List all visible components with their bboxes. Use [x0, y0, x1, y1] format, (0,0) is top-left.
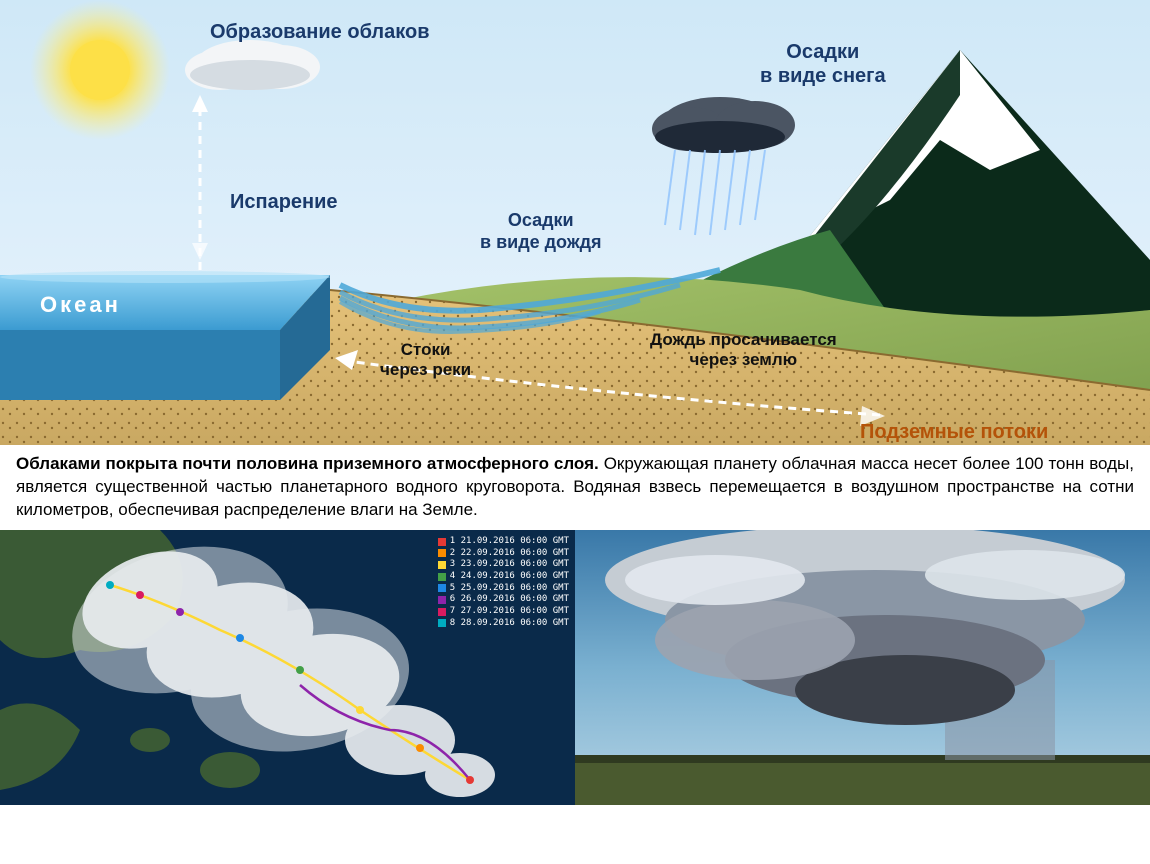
label-river-runoff: Стоки через реки — [380, 340, 471, 381]
body-paragraph: Облаками покрыта почти половина приземно… — [0, 445, 1150, 530]
label-rain-precip: Осадки в виде дождя — [480, 210, 602, 253]
label-ocean: Океан — [40, 292, 121, 318]
water-cycle-diagram: Образование облаков Осадки в виде снега … — [0, 0, 1150, 445]
label-groundwater: Подземные потоки — [860, 420, 1048, 444]
label-cloud-formation: Образование облаков — [210, 20, 430, 44]
satellite-photo: 1 21.09.2016 06:00 GMT 2 22.09.2016 06:0… — [0, 530, 575, 805]
photos-row: 1 21.09.2016 06:00 GMT 2 22.09.2016 06:0… — [0, 530, 1150, 805]
label-evaporation: Испарение — [230, 190, 338, 214]
storm-photo — [575, 530, 1150, 805]
body-bold: Облаками покрыта почти половина приземно… — [16, 454, 599, 473]
label-snow-precip: Осадки в виде снега — [760, 40, 886, 88]
satellite-legend: 1 21.09.2016 06:00 GMT 2 22.09.2016 06:0… — [438, 536, 569, 630]
label-infiltration: Дождь просачивается через землю — [650, 330, 837, 371]
